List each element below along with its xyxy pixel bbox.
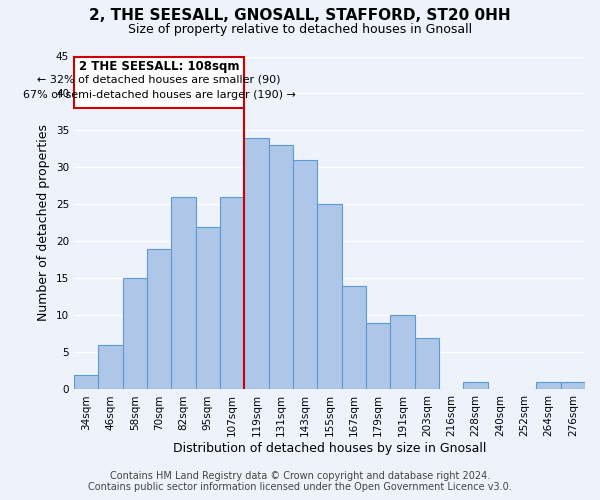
- Bar: [463, 382, 488, 390]
- Bar: [366, 323, 391, 390]
- Bar: [536, 382, 560, 390]
- Bar: [171, 197, 196, 390]
- Text: ← 32% of detached houses are smaller (90): ← 32% of detached houses are smaller (90…: [37, 75, 281, 85]
- Text: Contains HM Land Registry data © Crown copyright and database right 2024.
Contai: Contains HM Land Registry data © Crown c…: [88, 471, 512, 492]
- Bar: [122, 278, 147, 390]
- Bar: [98, 345, 122, 390]
- X-axis label: Distribution of detached houses by size in Gnosall: Distribution of detached houses by size …: [173, 442, 486, 455]
- Bar: [74, 374, 98, 390]
- Text: 67% of semi-detached houses are larger (190) →: 67% of semi-detached houses are larger (…: [23, 90, 296, 100]
- Text: Size of property relative to detached houses in Gnosall: Size of property relative to detached ho…: [128, 22, 472, 36]
- Bar: [341, 286, 366, 390]
- Bar: [244, 138, 269, 390]
- Bar: [560, 382, 585, 390]
- Text: 2 THE SEESALL: 108sqm: 2 THE SEESALL: 108sqm: [79, 60, 239, 73]
- Bar: [220, 197, 244, 390]
- Y-axis label: Number of detached properties: Number of detached properties: [37, 124, 50, 322]
- Bar: [415, 338, 439, 390]
- Bar: [317, 204, 341, 390]
- FancyBboxPatch shape: [74, 56, 244, 108]
- Bar: [196, 226, 220, 390]
- Bar: [293, 160, 317, 390]
- Bar: [269, 146, 293, 390]
- Bar: [147, 249, 171, 390]
- Bar: [391, 316, 415, 390]
- Text: 2, THE SEESALL, GNOSALL, STAFFORD, ST20 0HH: 2, THE SEESALL, GNOSALL, STAFFORD, ST20 …: [89, 8, 511, 22]
